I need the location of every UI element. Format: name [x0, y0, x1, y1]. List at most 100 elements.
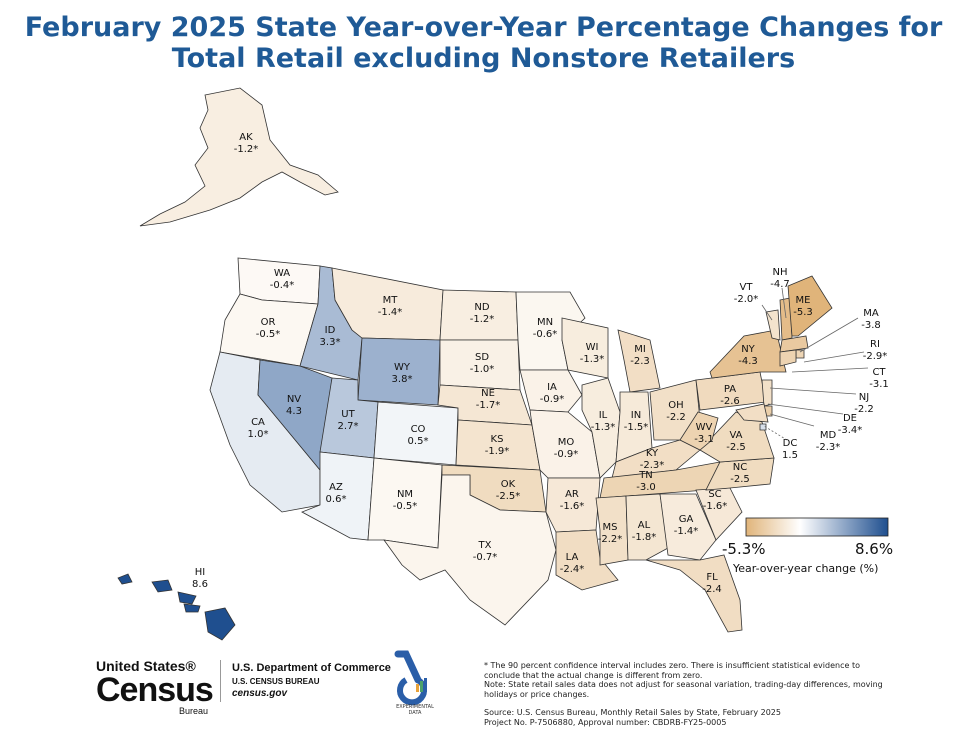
- state-value-nm: -0.5*: [393, 501, 418, 512]
- state-value-md: -2.3*: [816, 442, 841, 453]
- state-abbr-il: IL: [599, 410, 608, 421]
- state-value-ky: -2.3*: [640, 460, 665, 471]
- state-abbr-va: VA: [729, 430, 742, 441]
- state-nc: [705, 457, 775, 491]
- census-gov-link[interactable]: census.gov: [232, 688, 288, 699]
- state-value-in: -1.5*: [624, 422, 649, 433]
- state-value-tx: -0.7*: [473, 552, 498, 563]
- state-ms: [595, 495, 629, 566]
- state-ia: [519, 369, 583, 413]
- state-abbr-nd: ND: [474, 302, 489, 313]
- state-abbr-ct: CT: [872, 367, 886, 378]
- logo-census: Census: [96, 671, 214, 709]
- state-value-mo: -0.9*: [554, 449, 579, 460]
- state-abbr-nc: NC: [733, 462, 747, 473]
- experimental-data-icon: [394, 650, 427, 706]
- state-abbr-co: CO: [411, 424, 426, 435]
- project-line: Project No. P-7506880, Approval number: …: [484, 717, 727, 727]
- states-layer: [117, 87, 833, 641]
- state-value-ct: -3.1: [869, 379, 889, 390]
- bureau-name: U.S. CENSUS BUREAU: [232, 677, 320, 686]
- state-value-nc: -2.5: [730, 474, 750, 485]
- state-value-az: 0.6*: [326, 494, 347, 505]
- state-abbr-mn: MN: [537, 317, 553, 328]
- state-tx: [383, 474, 557, 626]
- legend-colorbar: [745, 517, 889, 537]
- state-value-me: -5.3: [793, 307, 813, 318]
- state-value-fl: -2.4: [702, 584, 722, 595]
- state-value-ut: 2.7*: [338, 421, 359, 432]
- state-abbr-ky: KY: [646, 448, 659, 459]
- state-value-ks: -1.9*: [485, 446, 510, 457]
- state-ri: [795, 349, 805, 359]
- state-me: [787, 275, 833, 337]
- footer-divider: [220, 660, 221, 702]
- state-abbr-ak: AK: [239, 132, 253, 143]
- state-value-ma: -3.8: [861, 320, 881, 331]
- dept-name: U.S. Department of Commerce: [232, 662, 391, 674]
- legend-title: Year-over-year change (%): [733, 562, 879, 575]
- state-hi-island-0: [117, 573, 133, 585]
- logo-united-states: United States®: [96, 658, 196, 674]
- state-abbr-nv: NV: [287, 394, 301, 405]
- state-abbr-mi: MI: [634, 344, 646, 355]
- state-value-va: -2.5: [726, 442, 746, 453]
- state-value-dc: 1.5: [782, 450, 798, 461]
- state-abbr-ms: MS: [603, 522, 618, 533]
- state-abbr-wi: WI: [586, 342, 599, 353]
- state-abbr-ny: NY: [741, 344, 755, 355]
- state-abbr-nm: NM: [397, 489, 413, 500]
- state-abbr-hi: HI: [195, 567, 205, 578]
- state-wv: [679, 411, 719, 451]
- state-hi-island-3: [183, 603, 201, 613]
- state-abbr-az: AZ: [329, 482, 343, 493]
- state-abbr-mt: MT: [383, 295, 399, 306]
- state-value-nv: 4.3: [286, 406, 302, 417]
- state-value-nd: -1.2*: [470, 314, 495, 325]
- state-al: [625, 493, 669, 561]
- state-value-ak: -1.2*: [234, 144, 259, 155]
- department-block: U.S. Department of Commerce U.S. CENSUS …: [232, 662, 391, 699]
- state-abbr-ks: KS: [491, 434, 504, 445]
- state-abbr-ar: AR: [565, 489, 579, 500]
- state-value-nh: -4.7: [770, 279, 790, 290]
- leader-lines: [761, 287, 869, 441]
- state-abbr-vt: VT: [740, 282, 754, 293]
- state-value-vt: -2.0*: [734, 294, 759, 305]
- state-value-oh: -2.2: [666, 412, 686, 423]
- state-abbr-me: ME: [796, 295, 811, 306]
- state-value-il: -1.3*: [591, 422, 616, 433]
- state-abbr-ma: MA: [863, 308, 879, 319]
- state-value-wa: -0.4*: [270, 280, 295, 291]
- state-abbr-md: MD: [820, 430, 837, 441]
- state-va: [699, 411, 775, 463]
- state-abbr-ne: NE: [481, 388, 495, 399]
- state-value-mt: -1.4*: [378, 307, 403, 318]
- state-value-ok: -2.5*: [496, 491, 521, 502]
- state-value-pa: -2.6: [720, 396, 740, 407]
- state-value-wi: -1.3*: [580, 354, 605, 365]
- state-value-ar: -1.6*: [560, 501, 585, 512]
- state-abbr-ca: CA: [251, 417, 265, 428]
- title-line-1: February 2025 State Year-over-Year Perce…: [24, 12, 943, 43]
- state-value-ga: -1.4*: [674, 526, 699, 537]
- state-vt: [765, 309, 781, 341]
- state-abbr-sd: SD: [475, 352, 489, 363]
- state-abbr-nh: NH: [773, 267, 788, 278]
- state-abbr-wy: WY: [394, 362, 411, 373]
- state-value-al: -1.8*: [632, 532, 657, 543]
- state-abbr-wa: WA: [274, 268, 290, 279]
- state-abbr-oh: OH: [668, 400, 683, 411]
- note-adjustment: Note: State retail sales data does not a…: [484, 680, 883, 699]
- state-nj: [761, 379, 773, 407]
- state-value-sc: -1.6*: [703, 501, 728, 512]
- state-value-wy: 3.8*: [392, 374, 413, 385]
- state-abbr-tx: TX: [478, 540, 492, 551]
- state-ma: [779, 335, 809, 353]
- state-la: [555, 529, 619, 591]
- source-line: Source: U.S. Census Bureau, Monthly Reta…: [484, 708, 781, 717]
- state-wi: [561, 317, 609, 379]
- source-block: Source: U.S. Census Bureau, Monthly Reta…: [484, 708, 884, 727]
- state-abbr-tn: TN: [638, 470, 653, 481]
